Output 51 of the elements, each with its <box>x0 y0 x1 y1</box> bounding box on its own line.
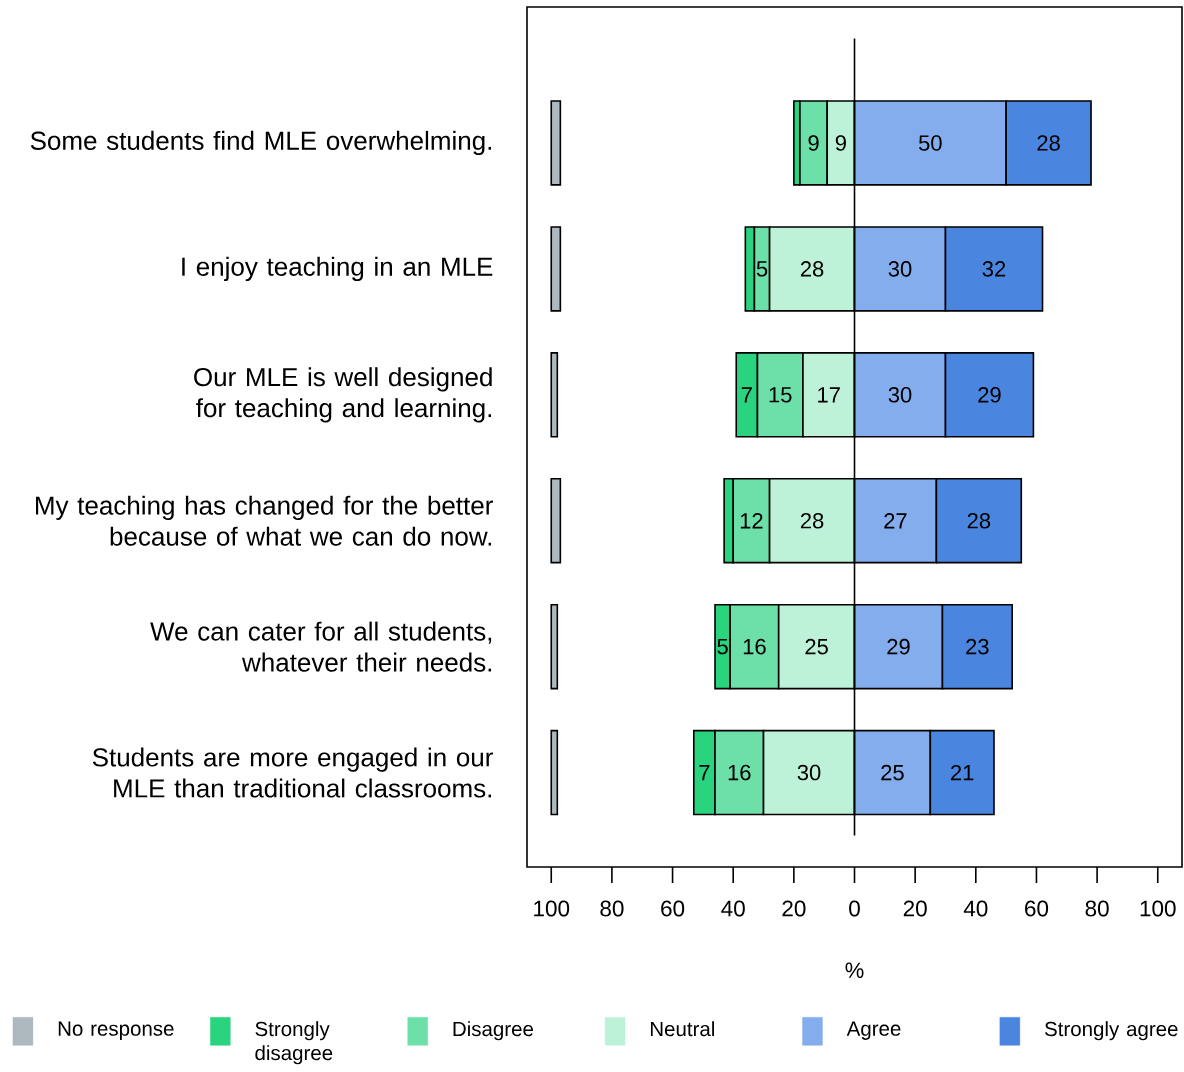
x-tick-label: 60 <box>661 900 685 917</box>
x-tick-label: 20 <box>903 900 927 917</box>
x-tick-label: 80 <box>1085 900 1109 917</box>
data-label: 9 <box>808 135 819 151</box>
data-label: 7 <box>699 765 710 781</box>
x-axis-title: % <box>845 962 864 978</box>
x-tick-label: 40 <box>721 900 745 917</box>
data-label: 25 <box>805 638 828 655</box>
legend-label: No response <box>58 1021 174 1040</box>
x-tick-label: 40 <box>963 900 988 917</box>
data-label: 21 <box>951 764 974 781</box>
data-label: 32 <box>982 261 1006 277</box>
x-tick-label: 80 <box>600 900 624 917</box>
data-label: 30 <box>797 764 821 781</box>
legend-label: Agree <box>846 1021 901 1040</box>
data-label: 25 <box>881 764 904 781</box>
data-label: 17 <box>818 387 840 403</box>
legend-label: Disagree <box>453 1021 533 1041</box>
data-label: 29 <box>887 638 910 655</box>
y-tick-label: Our MLE is well designed for teaching and learning. <box>194 367 492 423</box>
x-tick-label: 60 <box>1025 900 1049 917</box>
data-label: 28 <box>800 261 824 277</box>
data-label: 29 <box>978 387 1001 403</box>
data-label: 12 <box>740 513 763 529</box>
x-tick-label: 0 <box>849 900 860 917</box>
data-label: 28 <box>800 512 824 529</box>
data-label: 30 <box>888 261 912 277</box>
y-tick-label: Some students find MLE overwhelming. <box>30 130 492 156</box>
data-label: 16 <box>728 764 751 781</box>
legend-label: Strongly disagree <box>255 1021 333 1065</box>
x-tick-label: 100 <box>534 900 570 917</box>
data-label: 28 <box>1037 135 1060 151</box>
data-label: 5 <box>717 638 728 655</box>
data-label: 28 <box>967 512 991 529</box>
y-tick-label: I enjoy teaching in an MLE <box>182 256 493 282</box>
data-label: 30 <box>888 387 912 403</box>
data-label: 16 <box>743 638 766 655</box>
data-label: 27 <box>884 513 907 529</box>
data-label: 15 <box>769 387 792 403</box>
x-tick-label: 100 <box>1140 900 1176 917</box>
legend-label: Neutral <box>650 1021 714 1037</box>
data-label: 23 <box>966 638 989 655</box>
data-label: 50 <box>918 135 942 151</box>
y-tick-label: We can cater for all students, whatever their needs. <box>150 621 492 672</box>
data-label: 7 <box>741 387 752 403</box>
y-tick-label: Students are more engaged in our MLE than traditional classrooms. <box>92 747 493 798</box>
legend-label: Strongly agree <box>1044 1021 1178 1041</box>
data-label: 9 <box>835 135 846 151</box>
data-label: 5 <box>756 261 768 277</box>
y-tick-label: My teaching has changed for the better because of what we can do now. <box>36 495 493 546</box>
x-tick-label: 20 <box>782 900 806 917</box>
